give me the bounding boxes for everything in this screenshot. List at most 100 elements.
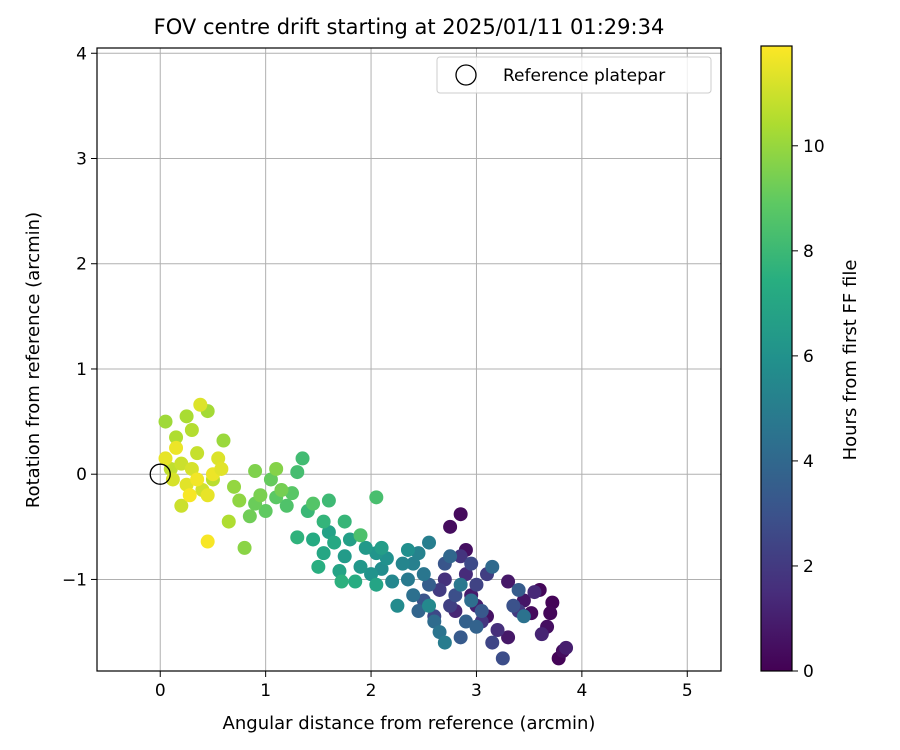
data-point <box>545 595 560 610</box>
data-point <box>248 464 263 479</box>
data-point <box>190 472 205 487</box>
y-axis-label: Rotation from reference (arcmin) <box>23 212 44 508</box>
data-point <box>285 486 299 501</box>
data-point <box>290 530 305 545</box>
data-point <box>190 446 205 461</box>
data-point <box>406 556 421 571</box>
data-point <box>474 604 489 619</box>
data-point <box>427 614 442 629</box>
data-point <box>495 651 510 666</box>
y-tick-label: 2 <box>76 255 87 275</box>
data-point <box>395 556 410 571</box>
data-point <box>337 549 352 564</box>
data-point <box>516 593 531 608</box>
data-point <box>306 496 321 511</box>
data-point <box>501 630 516 645</box>
colorbar-tick-label: 0 <box>803 662 814 682</box>
data-point <box>174 498 189 513</box>
reference-marker <box>149 463 171 485</box>
data-point <box>432 582 447 597</box>
data-point <box>527 585 542 600</box>
data-point <box>353 528 368 543</box>
data-point <box>469 577 484 592</box>
data-point <box>411 604 426 619</box>
data-point <box>443 519 458 534</box>
data-point <box>358 540 373 555</box>
data-point <box>469 619 484 634</box>
data-point <box>279 498 294 513</box>
data-point <box>458 614 473 629</box>
chart-title: FOV centre drift starting at 2025/01/11 … <box>154 15 665 39</box>
x-axis-ticks: 0 1 2 3 4 5 <box>155 671 693 701</box>
x-tick-label: 3 <box>471 681 482 701</box>
data-point <box>200 534 215 549</box>
data-point <box>411 546 426 561</box>
y-tick-label: 1 <box>76 360 87 380</box>
data-point <box>390 598 405 613</box>
data-point <box>263 472 278 487</box>
data-point <box>543 606 558 621</box>
colorbar-tick-label: 8 <box>803 242 814 262</box>
colorbar-tick-label: 2 <box>803 557 814 577</box>
grid <box>97 48 721 671</box>
data-point <box>453 630 468 645</box>
data-point <box>158 451 173 466</box>
y-tick-label: 3 <box>76 149 87 169</box>
data-point <box>232 493 247 508</box>
data-point <box>306 532 321 547</box>
data-point <box>485 559 500 574</box>
x-tick-label: 0 <box>155 681 166 701</box>
data-point <box>169 430 184 445</box>
x-tick-label: 4 <box>576 681 587 701</box>
colorbar-gradient <box>760 45 793 672</box>
data-point <box>193 397 208 412</box>
data-point <box>295 451 310 466</box>
data-point <box>334 574 349 589</box>
x-tick-label: 5 <box>682 681 693 701</box>
y-tick-label: −1 <box>62 570 87 590</box>
data-point <box>316 546 331 561</box>
data-point <box>364 567 379 582</box>
colorbar-ticks: 0 2 4 6 8 10 <box>792 137 825 682</box>
legend-marker <box>455 64 477 86</box>
colorbar-tick-label: 6 <box>803 347 814 367</box>
data-point <box>158 414 173 429</box>
x-axis-label: Angular distance from reference (arcmin) <box>223 713 596 734</box>
data-point <box>369 490 384 505</box>
data-point <box>374 561 389 576</box>
reference-marker-group <box>149 463 171 485</box>
data-point <box>464 556 479 571</box>
data-point <box>379 551 394 566</box>
data-point <box>269 461 284 476</box>
data-point <box>253 488 268 503</box>
data-point <box>369 577 384 592</box>
x-tick-label: 2 <box>366 681 377 701</box>
data-point <box>485 635 500 650</box>
data-point <box>422 577 437 592</box>
data-point <box>506 598 521 613</box>
data-point <box>464 593 479 608</box>
colorbar-label: Hours from first FF file <box>840 260 861 461</box>
data-point <box>453 507 468 522</box>
data-point <box>327 535 342 550</box>
data-point <box>400 572 415 587</box>
data-point <box>448 588 463 603</box>
data-point <box>242 509 257 524</box>
colorbar-tick-label: 4 <box>803 452 814 472</box>
data-point <box>511 582 526 597</box>
colorbar: 0 2 4 6 8 10 Hours from first FF file <box>760 45 861 682</box>
data-point <box>311 559 326 574</box>
data-point <box>559 640 574 655</box>
data-point <box>163 461 178 476</box>
data-point <box>353 559 368 574</box>
x-tick-label: 1 <box>260 681 271 701</box>
data-point <box>534 627 549 642</box>
data-point <box>169 440 184 455</box>
data-point <box>211 451 226 466</box>
data-point <box>453 549 468 564</box>
data-point <box>184 423 199 438</box>
y-tick-label: 0 <box>76 465 87 485</box>
data-point <box>165 472 180 487</box>
data-point <box>443 598 458 613</box>
